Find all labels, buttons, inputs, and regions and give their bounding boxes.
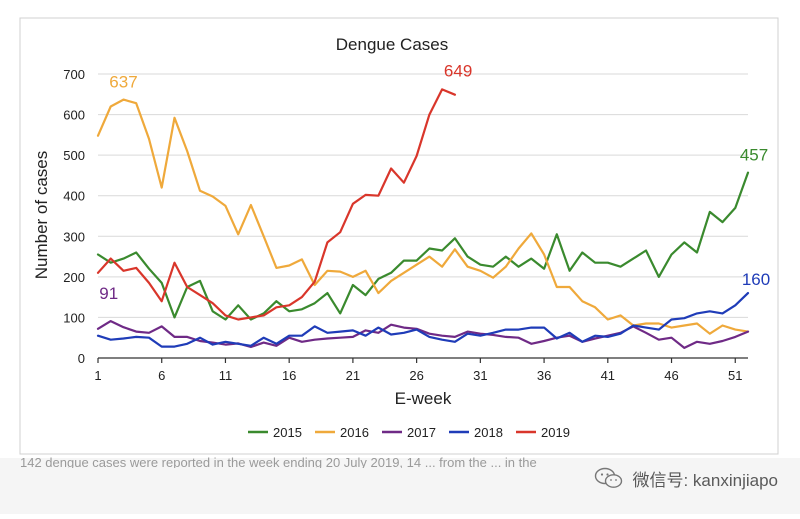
watermark: 微信号: kanxinjiapo — [594, 465, 778, 491]
y-tick-label: 300 — [63, 229, 85, 244]
legend-label-2017: 2017 — [407, 425, 436, 440]
legend-label-2018: 2018 — [474, 425, 503, 440]
y-tick-label: 700 — [63, 67, 85, 82]
annotation-label: 160 — [742, 270, 770, 289]
x-tick-label: 1 — [94, 368, 101, 383]
annotation-label: 457 — [740, 146, 768, 165]
annotation-label: 637 — [109, 73, 137, 92]
legend-label-2019: 2019 — [541, 425, 570, 440]
annotation-label: 91 — [99, 284, 118, 303]
y-axis-title: Number of cases — [32, 151, 51, 280]
legend-label-2015: 2015 — [273, 425, 302, 440]
y-tick-label: 200 — [63, 270, 85, 285]
legend: 2015 2016 2017 2018 2019 — [248, 425, 570, 440]
x-tick-label: 16 — [282, 368, 296, 383]
y-tick-label: 500 — [63, 148, 85, 163]
footnote-text: 142 dengue cases were reported in the we… — [20, 455, 537, 468]
series-line-2019 — [96, 88, 456, 321]
x-axis-title: E-week — [395, 389, 452, 408]
y-tick-label: 100 — [63, 310, 85, 325]
x-tick-label: 46 — [664, 368, 678, 383]
annotation-label: 649 — [444, 61, 472, 80]
x-tick-label: 31 — [473, 368, 487, 383]
series-line-2018 — [96, 292, 750, 348]
x-tick-label: 26 — [409, 368, 423, 383]
x-tick-label: 41 — [601, 368, 615, 383]
x-tick-label: 11 — [219, 368, 233, 383]
x-tick-label: 21 — [346, 368, 360, 383]
y-tick-label: 0 — [78, 351, 85, 366]
gridlines — [98, 73, 748, 318]
annotations: 637 649 91 457 160 — [99, 61, 770, 303]
bottom-strip — [0, 458, 800, 514]
wechat-icon — [595, 467, 623, 488]
x-tick-label: 36 — [537, 368, 551, 383]
series-line-2016 — [96, 98, 750, 335]
chart-title: Dengue Cases — [336, 35, 448, 54]
watermark-text: 微信号: kanxinjiapo — [632, 470, 778, 490]
legend-label-2016: 2016 — [340, 425, 369, 440]
y-tick-label: 400 — [63, 189, 85, 204]
series-line-2015 — [96, 171, 750, 321]
series — [96, 88, 750, 349]
x-tick-label: 6 — [158, 368, 165, 383]
x-tick-label: 51 — [728, 368, 742, 383]
y-tick-label: 600 — [63, 108, 85, 123]
